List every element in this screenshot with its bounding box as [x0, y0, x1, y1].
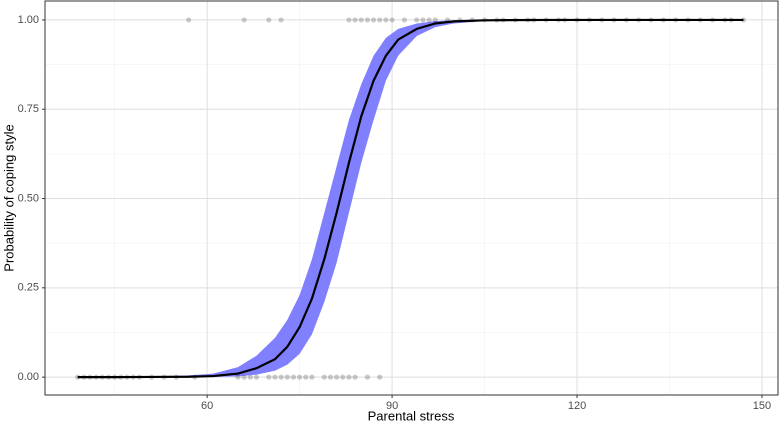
- data-point: [266, 17, 272, 23]
- data-point: [432, 17, 438, 23]
- data-point: [389, 17, 395, 23]
- y-tick-label: 0.75: [18, 103, 39, 115]
- data-point: [377, 17, 383, 23]
- x-tick-label: 90: [386, 400, 398, 412]
- data-point: [346, 374, 352, 380]
- data-point: [340, 374, 346, 380]
- data-point: [401, 17, 408, 23]
- data-point: [327, 374, 334, 380]
- data-point: [740, 17, 747, 23]
- fit-line: [77, 18, 744, 379]
- data-point: [247, 374, 253, 380]
- data-point: [321, 374, 327, 380]
- data-point: [383, 17, 389, 23]
- y-tick-label: 0.50: [18, 192, 39, 204]
- data-point: [352, 374, 358, 380]
- data-point: [278, 374, 284, 380]
- data-point: [290, 374, 297, 380]
- y-tick-label: 1.00: [18, 14, 39, 26]
- data-point: [364, 17, 371, 23]
- data-point: [253, 374, 260, 380]
- data-point: [241, 17, 247, 23]
- data-point: [333, 374, 340, 380]
- data-point: [241, 374, 247, 380]
- x-axis-title: Parental stress: [368, 408, 455, 423]
- data-point: [303, 374, 309, 380]
- y-tick-label: 0.00: [18, 371, 39, 383]
- data-point: [377, 374, 383, 380]
- data-point: [272, 374, 278, 380]
- data-point: [420, 17, 426, 23]
- y-axis-title: Probability of coping style: [1, 124, 16, 271]
- data-point: [186, 17, 192, 23]
- data-point: [370, 17, 377, 23]
- data-point: [426, 17, 432, 23]
- x-tick-label: 60: [201, 400, 213, 412]
- data-point: [309, 374, 315, 380]
- data-point: [235, 374, 241, 380]
- data-point: [278, 17, 284, 23]
- x-tick-label: 120: [568, 400, 586, 412]
- data-point: [266, 374, 272, 380]
- data-point: [364, 374, 371, 380]
- data-point: [414, 17, 420, 23]
- data-point: [352, 17, 358, 23]
- data-point: [284, 374, 290, 380]
- plot-border: [44, 0, 779, 396]
- y-tick-label: 0.25: [18, 282, 39, 294]
- x-tick-label: 150: [753, 400, 771, 412]
- data-point: [297, 374, 303, 380]
- data-point: [346, 17, 352, 23]
- data-point: [358, 17, 364, 23]
